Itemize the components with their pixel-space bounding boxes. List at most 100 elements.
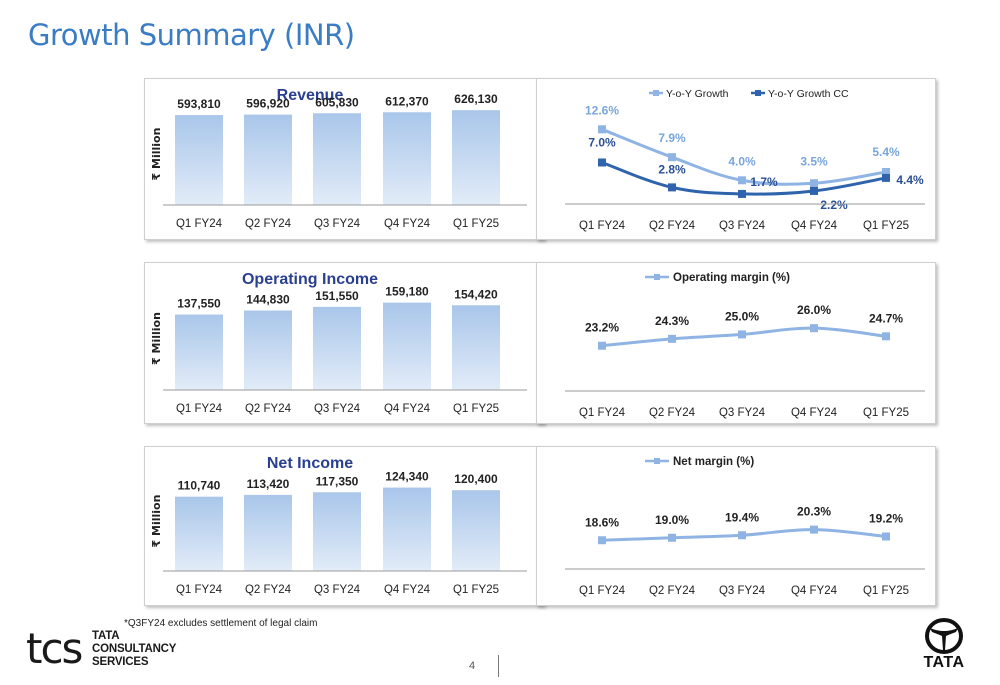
revenue-bar — [452, 110, 500, 205]
revenue-x-tick-label: Q1 FY24 — [176, 218, 223, 230]
net-margin-data-label: 19.0% — [655, 513, 689, 527]
page-title: Growth Summary (INR) — [28, 18, 355, 52]
revenue-growth-legend-marker — [755, 90, 761, 96]
net-margin-x-tick-label: Q4 FY24 — [791, 585, 838, 597]
revenue-growth-point — [598, 158, 606, 167]
tata-logo: TATA — [918, 618, 970, 674]
operating-margin-x-tick-label: Q3 FY24 — [719, 407, 766, 419]
operating-income-bar — [313, 306, 361, 390]
operating-income-bar — [383, 302, 431, 390]
revenue-growth-data-label: 7.9% — [658, 131, 686, 145]
net-income-ylabel: ₹ Million — [150, 495, 163, 548]
operating-income-data-label: 144,830 — [246, 293, 290, 307]
net-margin-data-label: 19.4% — [725, 510, 759, 524]
revenue-growth-data-label: 7.0% — [588, 136, 616, 150]
net-income-x-tick-label: Q2 FY24 — [245, 584, 292, 596]
operating-margin-point — [810, 324, 818, 333]
operating-income-bar — [452, 305, 500, 390]
net-income-data-label: 124,340 — [385, 470, 429, 484]
revenue-data-label: 596,920 — [246, 97, 290, 111]
net-margin-point — [882, 532, 890, 541]
operating-income-x-tick-label: Q4 FY24 — [384, 403, 431, 415]
net-income-chart-svg: Net Income ₹ Million 110,740 113,420 117,350… — [150, 455, 527, 596]
revenue-growth-data-label: 2.8% — [658, 162, 686, 176]
revenue-growth-x-tick-label: Q3 FY24 — [719, 220, 766, 232]
operating-income-title: Operating Income — [242, 271, 378, 288]
net-income-x-tick-label: Q4 FY24 — [384, 584, 431, 596]
operating-income-data-label: 137,550 — [177, 297, 221, 311]
revenue-title: Revenue — [277, 87, 344, 104]
operating-income-x-tick-label: Q3 FY24 — [314, 403, 361, 415]
revenue-chart: Revenue ₹ Million 593,810 596,920 605,830 612… — [144, 78, 544, 240]
net-income-x-tick-label: Q1 FY24 — [176, 584, 223, 596]
operating-margin-point — [738, 330, 746, 339]
net-margin-chart-svg: Net margin (%) 18.6% 19.0% 19.4% 20.3% 19.2% Q… — [565, 456, 925, 597]
operating-margin-data-label: 26.0% — [797, 303, 831, 317]
tata-emblem-icon — [925, 618, 963, 654]
revenue-growth-legend-label: Y-o-Y Growth — [666, 88, 729, 100]
net-income-data-label: 117,350 — [316, 474, 359, 488]
net-income-chart: Net Income ₹ Million 110,740 113,420 117,350… — [144, 446, 544, 606]
operating-income-bar — [244, 310, 292, 390]
revenue-growth-data-label: 4.0% — [728, 154, 756, 168]
revenue-growth-data-label: 12.6% — [585, 103, 619, 117]
operating-income-data-label: 154,420 — [454, 287, 498, 301]
revenue-data-label: 605,830 — [315, 95, 359, 109]
footnote: *Q3FY24 excludes settlement of legal cla… — [124, 618, 318, 629]
net-income-bar — [175, 496, 223, 571]
revenue-growth-point — [738, 176, 746, 185]
operating-margin-chart-svg: Operating margin (%) 23.2% 24.3% 25.0% 26.0%… — [565, 272, 925, 419]
net-margin-chart: Net margin (%) 18.6% 19.0% 19.4% 20.3% 19.2% Q… — [536, 446, 936, 606]
operating-margin-x-tick-label: Q1 FY24 — [579, 407, 626, 419]
net-margin-legend-label: Net margin (%) — [673, 456, 754, 468]
operating-income-data-label: 159,180 — [385, 285, 429, 299]
tcs-logo: tcs TATA CONSULTANCY SERVICES — [26, 626, 186, 676]
revenue-x-tick-label: Q3 FY24 — [314, 218, 361, 230]
net-income-bar — [313, 492, 361, 571]
revenue-data-label: 626,130 — [454, 92, 498, 106]
revenue-ylabel: ₹ Million — [150, 128, 163, 181]
net-income-data-label: 110,740 — [178, 479, 221, 493]
net-margin-point — [598, 536, 606, 545]
revenue-growth-data-label: 4.4% — [896, 173, 924, 187]
net-margin-point — [738, 531, 746, 540]
net-income-bar — [452, 490, 500, 571]
operating-margin-x-tick-label: Q4 FY24 — [791, 407, 838, 419]
tcs-logo-line: SERVICES — [92, 656, 149, 668]
net-margin-x-tick-label: Q1 FY24 — [579, 585, 626, 597]
net-margin-x-tick-label: Q3 FY24 — [719, 585, 766, 597]
tata-wordmark: TATA — [923, 654, 965, 671]
operating-margin-data-label: 24.3% — [655, 314, 689, 328]
revenue-chart-svg: Revenue ₹ Million 593,810 596,920 605,830 612… — [150, 87, 527, 230]
operating-margin-x-tick-label: Q2 FY24 — [649, 407, 696, 419]
tcs-logo-text: TATA CONSULTANCY SERVICES — [92, 630, 176, 669]
page-divider — [498, 655, 499, 677]
operating-income-x-tick-label: Q1 FY24 — [176, 403, 223, 415]
net-margin-point — [810, 525, 818, 534]
revenue-growth-point — [810, 179, 818, 188]
revenue-bar — [244, 114, 292, 205]
operating-margin-x-tick-label: Q1 FY25 — [863, 407, 909, 419]
revenue-growth-x-tick-label: Q2 FY24 — [649, 220, 696, 232]
revenue-growth-data-label: 3.5% — [800, 154, 828, 168]
revenue-growth-point — [598, 125, 606, 134]
operating-income-x-tick-label: Q1 FY25 — [453, 403, 499, 415]
operating-margin-point — [598, 341, 606, 350]
operating-margin-legend-marker — [654, 274, 660, 280]
net-income-x-tick-label: Q1 FY25 — [453, 584, 499, 596]
net-margin-legend-marker — [654, 458, 660, 464]
net-margin-point — [668, 533, 676, 542]
operating-margin-data-label: 23.2% — [585, 321, 619, 335]
tcs-logo-line: CONSULTANCY — [92, 643, 177, 655]
operating-margin-point — [668, 334, 676, 343]
revenue-bar — [383, 112, 431, 205]
revenue-growth-point — [882, 167, 890, 176]
revenue-growth-point — [668, 183, 676, 192]
page-number: 4 — [469, 660, 476, 672]
revenue-data-label: 593,810 — [177, 97, 221, 111]
revenue-x-tick-label: Q4 FY24 — [384, 218, 431, 230]
revenue-growth-point — [668, 153, 676, 162]
operating-income-data-label: 151,550 — [315, 289, 359, 303]
operating-margin-legend-label: Operating margin (%) — [673, 272, 790, 284]
net-margin-data-label: 18.6% — [585, 515, 619, 529]
